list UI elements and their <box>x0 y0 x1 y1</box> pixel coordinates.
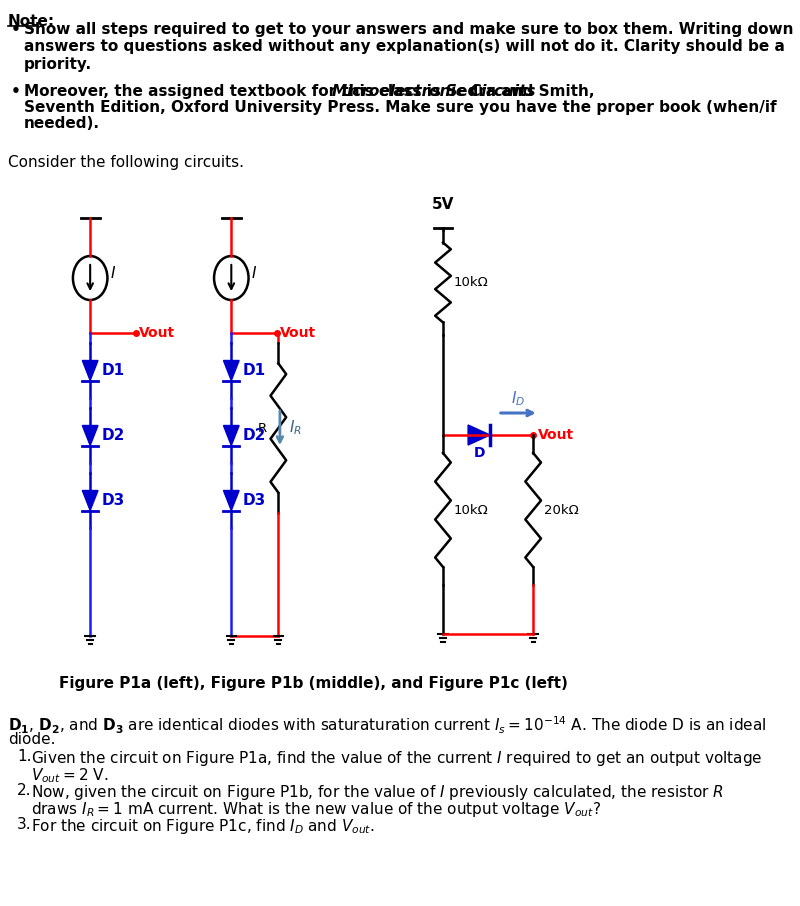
Text: D2: D2 <box>102 428 126 443</box>
Text: 20kΩ: 20kΩ <box>544 504 579 516</box>
Text: Microelectronic Circuits: Microelectronic Circuits <box>333 84 536 99</box>
Text: R: R <box>258 421 267 435</box>
Text: Vout: Vout <box>280 326 316 340</box>
Text: D: D <box>474 446 485 460</box>
Text: Consider the following circuits.: Consider the following circuits. <box>8 155 244 170</box>
Text: Figure P1a (left), Figure P1b (middle), and Figure P1c (left): Figure P1a (left), Figure P1b (middle), … <box>59 676 568 691</box>
Text: Show all steps required to get to your answers and make sure to box them. Writin: Show all steps required to get to your a… <box>23 22 793 72</box>
Text: Given the circuit on Figure P1a, find the value of the current $I$ required to g: Given the circuit on Figure P1a, find th… <box>31 749 763 768</box>
Polygon shape <box>223 490 239 510</box>
Text: $V_{out} = 2$ V.: $V_{out} = 2$ V. <box>31 766 109 785</box>
Text: D3: D3 <box>243 493 266 508</box>
Polygon shape <box>223 426 239 446</box>
Text: •: • <box>11 22 21 37</box>
Text: 10kΩ: 10kΩ <box>454 276 489 289</box>
Text: D2: D2 <box>243 428 266 443</box>
Text: Note:: Note: <box>8 14 55 29</box>
Polygon shape <box>468 425 490 445</box>
Text: Moreover, the assigned textbook for this class is Sedra and Smith,: Moreover, the assigned textbook for this… <box>23 84 599 99</box>
Text: 1.: 1. <box>18 749 32 764</box>
Text: D1: D1 <box>243 363 266 378</box>
Text: Vout: Vout <box>538 428 574 442</box>
Polygon shape <box>82 361 98 381</box>
Text: I: I <box>252 265 256 281</box>
Text: D1: D1 <box>102 363 125 378</box>
Text: For the circuit on Figure P1c, find $I_D$ and $V_{out}$.: For the circuit on Figure P1c, find $I_D… <box>31 817 375 836</box>
Text: $I_D$: $I_D$ <box>511 390 526 409</box>
Text: 5V: 5V <box>432 197 454 212</box>
Text: •: • <box>11 84 21 99</box>
Text: needed).: needed). <box>23 116 99 131</box>
Text: 10kΩ: 10kΩ <box>454 504 489 516</box>
Text: 2.: 2. <box>18 783 32 798</box>
Text: 3.: 3. <box>18 817 32 832</box>
Text: I: I <box>110 265 115 281</box>
Text: $I_R$: $I_R$ <box>290 419 302 438</box>
Text: D3: D3 <box>102 493 125 508</box>
Polygon shape <box>82 426 98 446</box>
Text: draws $I_R = 1$ mA current. What is the new value of the output voltage $V_{out}: draws $I_R = 1$ mA current. What is the … <box>31 800 602 819</box>
Polygon shape <box>223 361 239 381</box>
Polygon shape <box>82 490 98 510</box>
Text: Seventh Edition, Oxford University Press. Make sure you have the proper book (wh: Seventh Edition, Oxford University Press… <box>23 100 776 115</box>
Text: diode.: diode. <box>8 732 55 747</box>
Text: Vout: Vout <box>138 326 175 340</box>
Text: $\mathbf{D_1}$, $\mathbf{D_2}$, and $\mathbf{D_3}$ are identical diodes with sat: $\mathbf{D_1}$, $\mathbf{D_2}$, and $\ma… <box>8 715 766 737</box>
Text: Now, given the circuit on Figure P1b, for the value of $I$ previously calculated: Now, given the circuit on Figure P1b, fo… <box>31 783 724 802</box>
